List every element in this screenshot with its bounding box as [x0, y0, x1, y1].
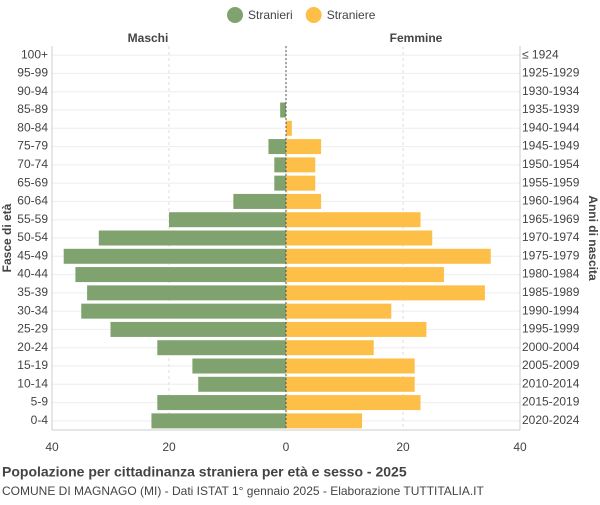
bar [286, 157, 316, 173]
y-tick-label: 55-59 [17, 212, 48, 226]
bar [157, 395, 286, 411]
y2-tick-label: 1925-1929 [522, 66, 580, 80]
y-tick-label: 45-49 [17, 248, 48, 262]
bar [81, 303, 286, 319]
bar [110, 321, 286, 337]
right-label: Femmine [390, 31, 443, 45]
y2-tick-label: 2005-2009 [522, 358, 580, 372]
x-tick-label: 20 [396, 440, 410, 454]
y-tick-label: 50-54 [17, 230, 48, 244]
bar [198, 376, 286, 392]
y2-tick-label: 1980-1984 [522, 267, 580, 281]
y2-tick-label: 1970-1974 [522, 230, 580, 244]
y2-tick-label: 1995-1999 [522, 322, 580, 336]
y2-tick-label: 1960-1964 [522, 194, 580, 208]
y2-tick-label: 1965-1969 [522, 212, 580, 226]
y2-axis-label: Anni di nascita [586, 195, 600, 281]
bar [286, 303, 392, 319]
bar [75, 267, 287, 283]
bar [286, 193, 322, 209]
x-tick-label: 40 [513, 440, 527, 454]
bar [286, 139, 322, 155]
bar [286, 267, 444, 283]
legend-label: Stranieri [248, 8, 293, 22]
y2-tick-label: 2010-2014 [522, 376, 580, 390]
bar [286, 358, 415, 374]
bar [157, 340, 286, 356]
bar [286, 413, 363, 429]
bar [87, 285, 286, 301]
bar [274, 157, 286, 173]
bar [286, 321, 427, 337]
y2-tick-label: 1935-1939 [522, 102, 580, 116]
bar [286, 120, 292, 136]
y-tick-label: 35-39 [17, 285, 48, 299]
legend-label: Straniere [327, 8, 376, 22]
y-tick-label: 80-84 [17, 120, 48, 134]
x-tick-label: 40 [45, 440, 59, 454]
bar [286, 175, 316, 191]
bar [169, 212, 286, 228]
y-tick-label: 95-99 [17, 66, 48, 80]
y2-tick-label: 1930-1934 [522, 84, 580, 98]
legend-swatch [227, 7, 243, 23]
left-label: Maschi [128, 31, 169, 45]
y-tick-label: 0-4 [31, 413, 49, 427]
bar [192, 358, 286, 374]
y2-tick-label: 2020-2024 [522, 413, 580, 427]
bar [98, 230, 286, 246]
y-tick-label: 20-24 [17, 340, 48, 354]
y2-tick-label: 1950-1954 [522, 157, 580, 171]
bar [286, 395, 421, 411]
chart-subtitle: COMUNE DI MAGNAGO (MI) - Dati ISTAT 1° g… [2, 484, 484, 498]
y-tick-label: 75-79 [17, 139, 48, 153]
bar [151, 413, 286, 429]
y-axis-label: Fasce di età [0, 203, 14, 272]
y-tick-label: 70-74 [17, 157, 48, 171]
bar [274, 175, 286, 191]
y-tick-label: 60-64 [17, 194, 48, 208]
bar [63, 248, 287, 264]
bar [286, 212, 421, 228]
y-tick-label: 5-9 [31, 395, 49, 409]
y2-tick-label: 1975-1979 [522, 248, 580, 262]
y-tick-label: 15-19 [17, 358, 48, 372]
y2-tick-label: 1945-1949 [522, 139, 580, 153]
x-tick-label: 20 [162, 440, 176, 454]
legend-swatch [305, 7, 322, 23]
y-tick-label: 65-69 [17, 175, 48, 189]
y2-tick-label: 1990-1994 [522, 303, 580, 317]
bar [286, 340, 374, 356]
bar [280, 102, 286, 118]
bar [286, 285, 485, 301]
bar [286, 230, 433, 246]
bar [268, 139, 286, 155]
y2-tick-label: 1985-1989 [522, 285, 580, 299]
y-tick-label: 85-89 [17, 102, 48, 116]
y2-tick-label: 1940-1944 [522, 120, 580, 134]
y-tick-label: 10-14 [17, 376, 48, 390]
y2-tick-label: 2000-2004 [522, 340, 580, 354]
y-tick-label: 25-29 [17, 322, 48, 336]
bar [286, 248, 491, 264]
y-tick-label: 40-44 [17, 267, 48, 281]
y2-tick-label: 1955-1959 [522, 175, 580, 189]
y2-tick-label: ≤ 1924 [522, 47, 559, 61]
bar [233, 193, 286, 209]
y2-tick-label: 2015-2019 [522, 395, 580, 409]
bar [286, 376, 415, 392]
y-tick-label: 90-94 [17, 84, 48, 98]
y-tick-label: 100+ [21, 47, 48, 61]
chart-title: Popolazione per cittadinanza straniera p… [2, 464, 407, 480]
x-tick-label: 0 [283, 440, 290, 454]
y-tick-label: 30-34 [17, 303, 48, 317]
